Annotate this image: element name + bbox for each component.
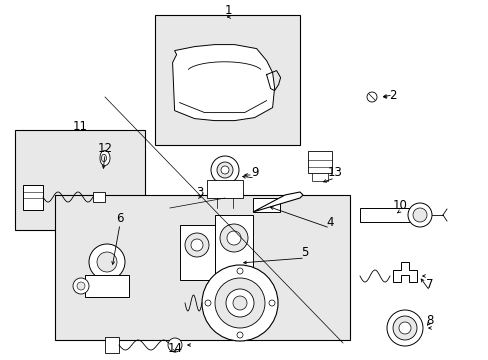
Text: 1: 1 xyxy=(224,4,231,17)
Circle shape xyxy=(268,300,274,306)
Circle shape xyxy=(184,233,208,257)
Bar xyxy=(105,337,119,353)
Bar xyxy=(15,130,145,230)
Circle shape xyxy=(168,338,182,352)
Circle shape xyxy=(220,224,247,252)
Circle shape xyxy=(202,265,278,341)
Text: 4: 4 xyxy=(325,216,333,229)
Circle shape xyxy=(386,310,422,346)
Polygon shape xyxy=(392,262,416,282)
Bar xyxy=(180,225,215,280)
Text: 2: 2 xyxy=(388,89,396,102)
Text: 11: 11 xyxy=(72,120,87,132)
Circle shape xyxy=(204,300,210,306)
Bar xyxy=(85,275,129,297)
Polygon shape xyxy=(100,150,110,166)
Bar xyxy=(307,151,331,173)
Polygon shape xyxy=(102,154,106,162)
Circle shape xyxy=(237,332,243,338)
Circle shape xyxy=(215,278,264,328)
Text: 6: 6 xyxy=(116,212,123,225)
Circle shape xyxy=(232,296,246,310)
Polygon shape xyxy=(252,198,280,212)
Text: 8: 8 xyxy=(426,314,433,327)
Text: 12: 12 xyxy=(97,141,112,154)
Text: 14: 14 xyxy=(167,342,182,355)
Circle shape xyxy=(77,282,85,290)
Bar xyxy=(93,192,105,202)
Text: 5: 5 xyxy=(301,247,308,260)
Bar xyxy=(311,173,327,181)
Bar xyxy=(206,180,243,198)
Circle shape xyxy=(89,244,125,280)
Polygon shape xyxy=(252,192,303,212)
Circle shape xyxy=(398,322,410,334)
Circle shape xyxy=(221,166,228,174)
Bar xyxy=(55,195,349,340)
Polygon shape xyxy=(172,45,274,121)
Circle shape xyxy=(237,268,243,274)
Circle shape xyxy=(412,208,426,222)
Text: 13: 13 xyxy=(327,166,342,179)
Text: 10: 10 xyxy=(392,198,407,212)
Bar xyxy=(155,15,299,145)
Bar xyxy=(23,185,43,210)
Circle shape xyxy=(392,316,416,340)
Circle shape xyxy=(97,252,117,272)
Circle shape xyxy=(366,92,376,102)
Circle shape xyxy=(226,231,241,245)
Circle shape xyxy=(191,239,203,251)
Bar xyxy=(215,215,252,280)
Text: 9: 9 xyxy=(251,166,258,179)
Text: 3: 3 xyxy=(196,185,203,198)
Circle shape xyxy=(225,289,253,317)
Circle shape xyxy=(210,156,239,184)
Text: 7: 7 xyxy=(426,279,433,292)
Circle shape xyxy=(217,162,232,178)
Circle shape xyxy=(73,278,89,294)
Circle shape xyxy=(407,203,431,227)
Bar xyxy=(359,208,417,222)
